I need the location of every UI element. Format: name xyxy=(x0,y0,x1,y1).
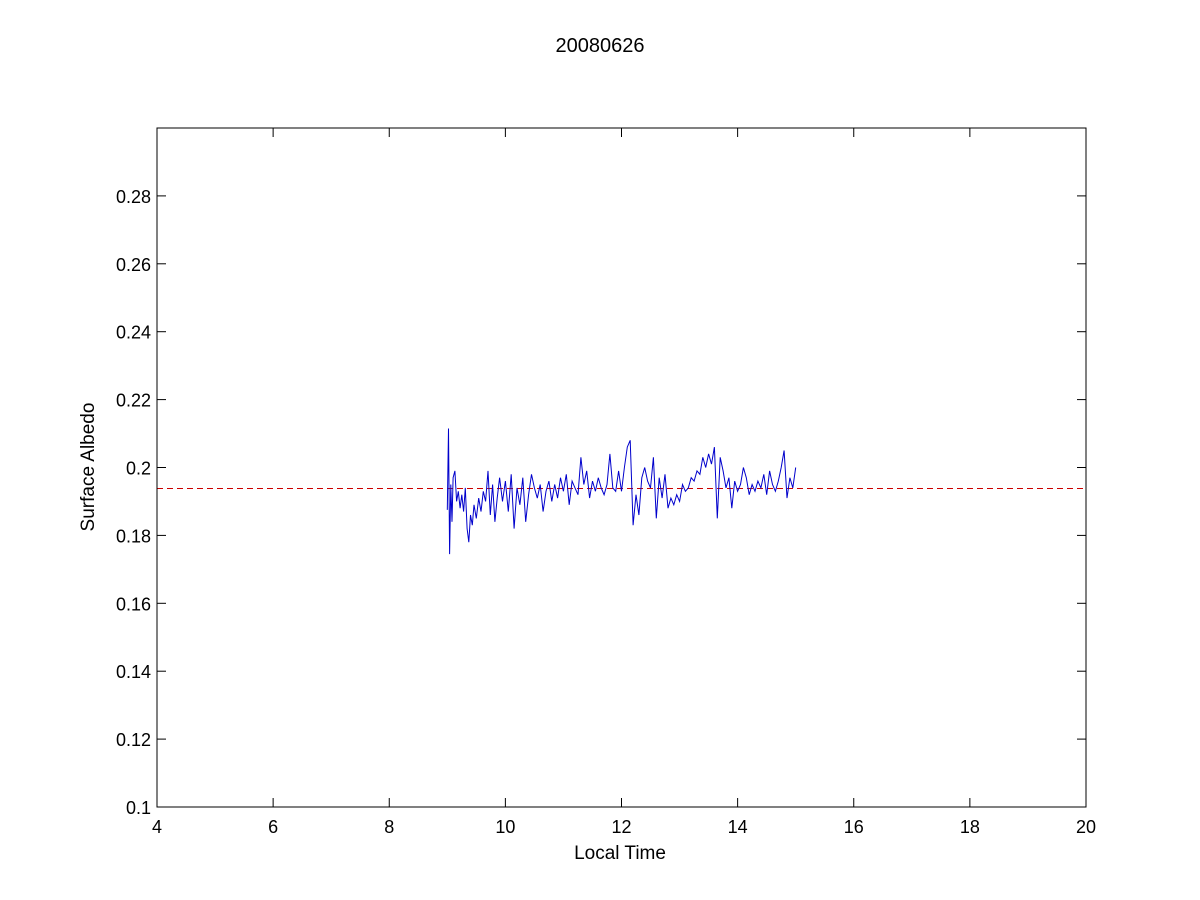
x-tick-label: 12 xyxy=(611,817,631,837)
x-axis-ticks: 4 6 8 10 12 14 16 18 20 xyxy=(152,128,1096,837)
x-tick-label: 10 xyxy=(495,817,515,837)
x-tick-label: 6 xyxy=(268,817,278,837)
chart-title: 20080626 xyxy=(556,35,645,57)
albedo-series-line xyxy=(446,428,797,555)
y-tick-label: 0.28 xyxy=(116,187,151,207)
y-axis-label: Surface Albedo xyxy=(78,403,99,532)
y-tick-label: 0.26 xyxy=(116,255,151,275)
x-tick-label: 4 xyxy=(152,817,162,837)
y-tick-label: 0.14 xyxy=(116,662,151,682)
plot-content xyxy=(157,428,1086,555)
y-tick-label: 0.18 xyxy=(116,526,151,546)
y-tick-label: 0.24 xyxy=(116,323,151,343)
y-tick-label: 0.2 xyxy=(126,459,151,479)
x-tick-label: 16 xyxy=(844,817,864,837)
x-tick-label: 18 xyxy=(960,817,980,837)
plot-frame xyxy=(156,127,1087,808)
y-tick-label: 0.16 xyxy=(116,594,151,614)
x-axis-label: Local Time xyxy=(574,843,666,864)
x-tick-label: 14 xyxy=(728,817,748,837)
y-tick-label: 0.1 xyxy=(126,798,151,818)
y-axis-ticks: 0.1 0.12 0.14 0.16 0.18 0.2 0.22 0.24 0.26 0.28 xyxy=(116,187,1086,818)
x-tick-label: 8 xyxy=(384,817,394,837)
y-tick-label: 0.12 xyxy=(116,730,151,750)
x-tick-label: 20 xyxy=(1076,817,1096,837)
y-tick-label: 0.22 xyxy=(116,391,151,411)
